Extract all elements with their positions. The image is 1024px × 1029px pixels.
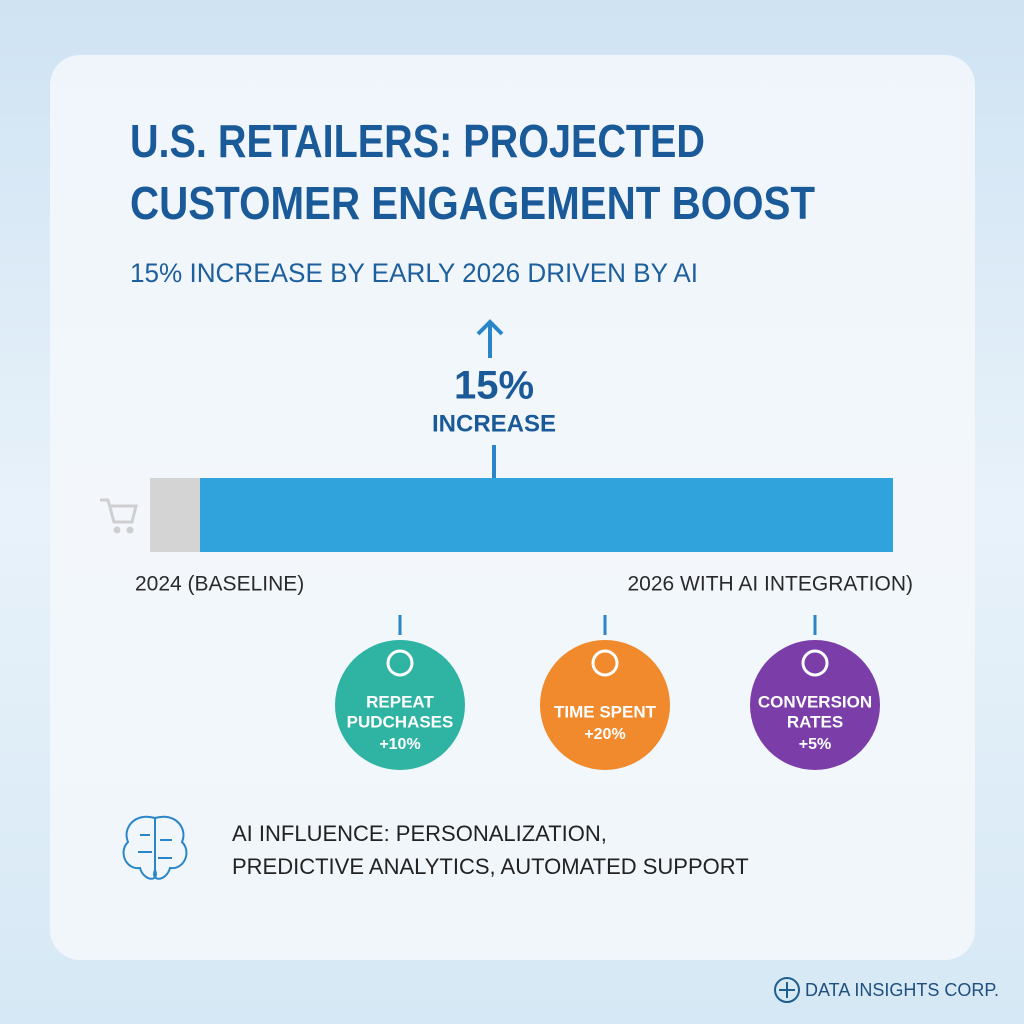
metric-label: PUDCHASES — [347, 712, 454, 731]
metric-circle — [750, 640, 880, 770]
title-line: U.S. RETAILERS: PROJECTED — [130, 115, 705, 167]
metric-circle — [540, 640, 670, 770]
metric-value: +20% — [584, 726, 625, 743]
metric-icon — [591, 649, 619, 677]
callout-label: INCREASE — [432, 410, 556, 437]
metric-value: +5% — [799, 736, 831, 753]
influence-line: AI INFLUENCE: PERSONALIZATION, — [232, 821, 607, 846]
metric-icon — [386, 649, 414, 677]
metric-value: +10% — [379, 736, 420, 753]
cart-icon — [100, 498, 138, 534]
bar-start-label: 2024 (BASELINE) — [135, 573, 304, 596]
metric-icon — [801, 649, 829, 677]
metric-label: TIME SPENT — [554, 702, 657, 721]
subtitle: 15% INCREASE BY EARLY 2026 DRIVEN BY AI — [130, 258, 698, 288]
metric-label: REPEAT — [366, 692, 434, 711]
title-line: CUSTOMER ENGAGEMENT BOOST — [130, 177, 815, 229]
bar-end-label: 2026 WITH AI INTEGRATION) — [628, 573, 914, 596]
brand-logo — [774, 977, 800, 1003]
metric-label: RATES — [787, 712, 843, 731]
arrow — [476, 319, 504, 480]
brand: DATA INSIGHTS CORP. — [805, 980, 999, 1000]
metric-label: CONVERSION — [758, 692, 872, 711]
baseline-bar — [150, 478, 200, 552]
influence-line: PREDICTIVE ANALYTICS, AUTOMATED SUPPORT — [232, 854, 749, 879]
metric-circle — [335, 640, 465, 770]
callout-value: 15% — [454, 364, 534, 408]
growth-bar — [200, 478, 893, 552]
brain-icon — [122, 815, 188, 880]
